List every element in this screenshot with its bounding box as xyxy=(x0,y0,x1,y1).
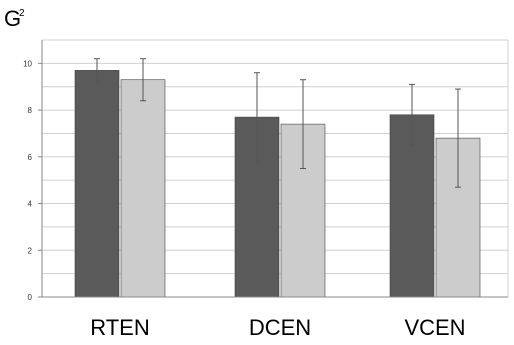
error-bars xyxy=(94,58,461,188)
y-axis-label-superscript: 2 xyxy=(19,8,25,19)
y-axis-ticks: 0 2 4 6 8 10 xyxy=(23,59,42,302)
bars xyxy=(74,70,481,298)
y-tick-label: 4 xyxy=(28,200,33,209)
x-axis-categories: RTEN DCEN VCEN xyxy=(90,315,465,340)
plot-frame xyxy=(41,40,509,298)
category-label: VCEN xyxy=(404,315,465,340)
y-tick-label: 8 xyxy=(28,106,33,115)
y-axis-label: G xyxy=(4,6,21,31)
y-tick-label: 6 xyxy=(28,153,33,162)
category-label: DCEN xyxy=(249,315,311,340)
y-tick-label: 2 xyxy=(28,246,33,255)
bar xyxy=(74,70,120,298)
y-tick-label: 10 xyxy=(23,59,32,68)
category-label: RTEN xyxy=(90,315,150,340)
y-tick-label: 0 xyxy=(28,293,33,302)
y-axis-title: G 2 xyxy=(4,6,25,31)
bar xyxy=(120,79,166,298)
